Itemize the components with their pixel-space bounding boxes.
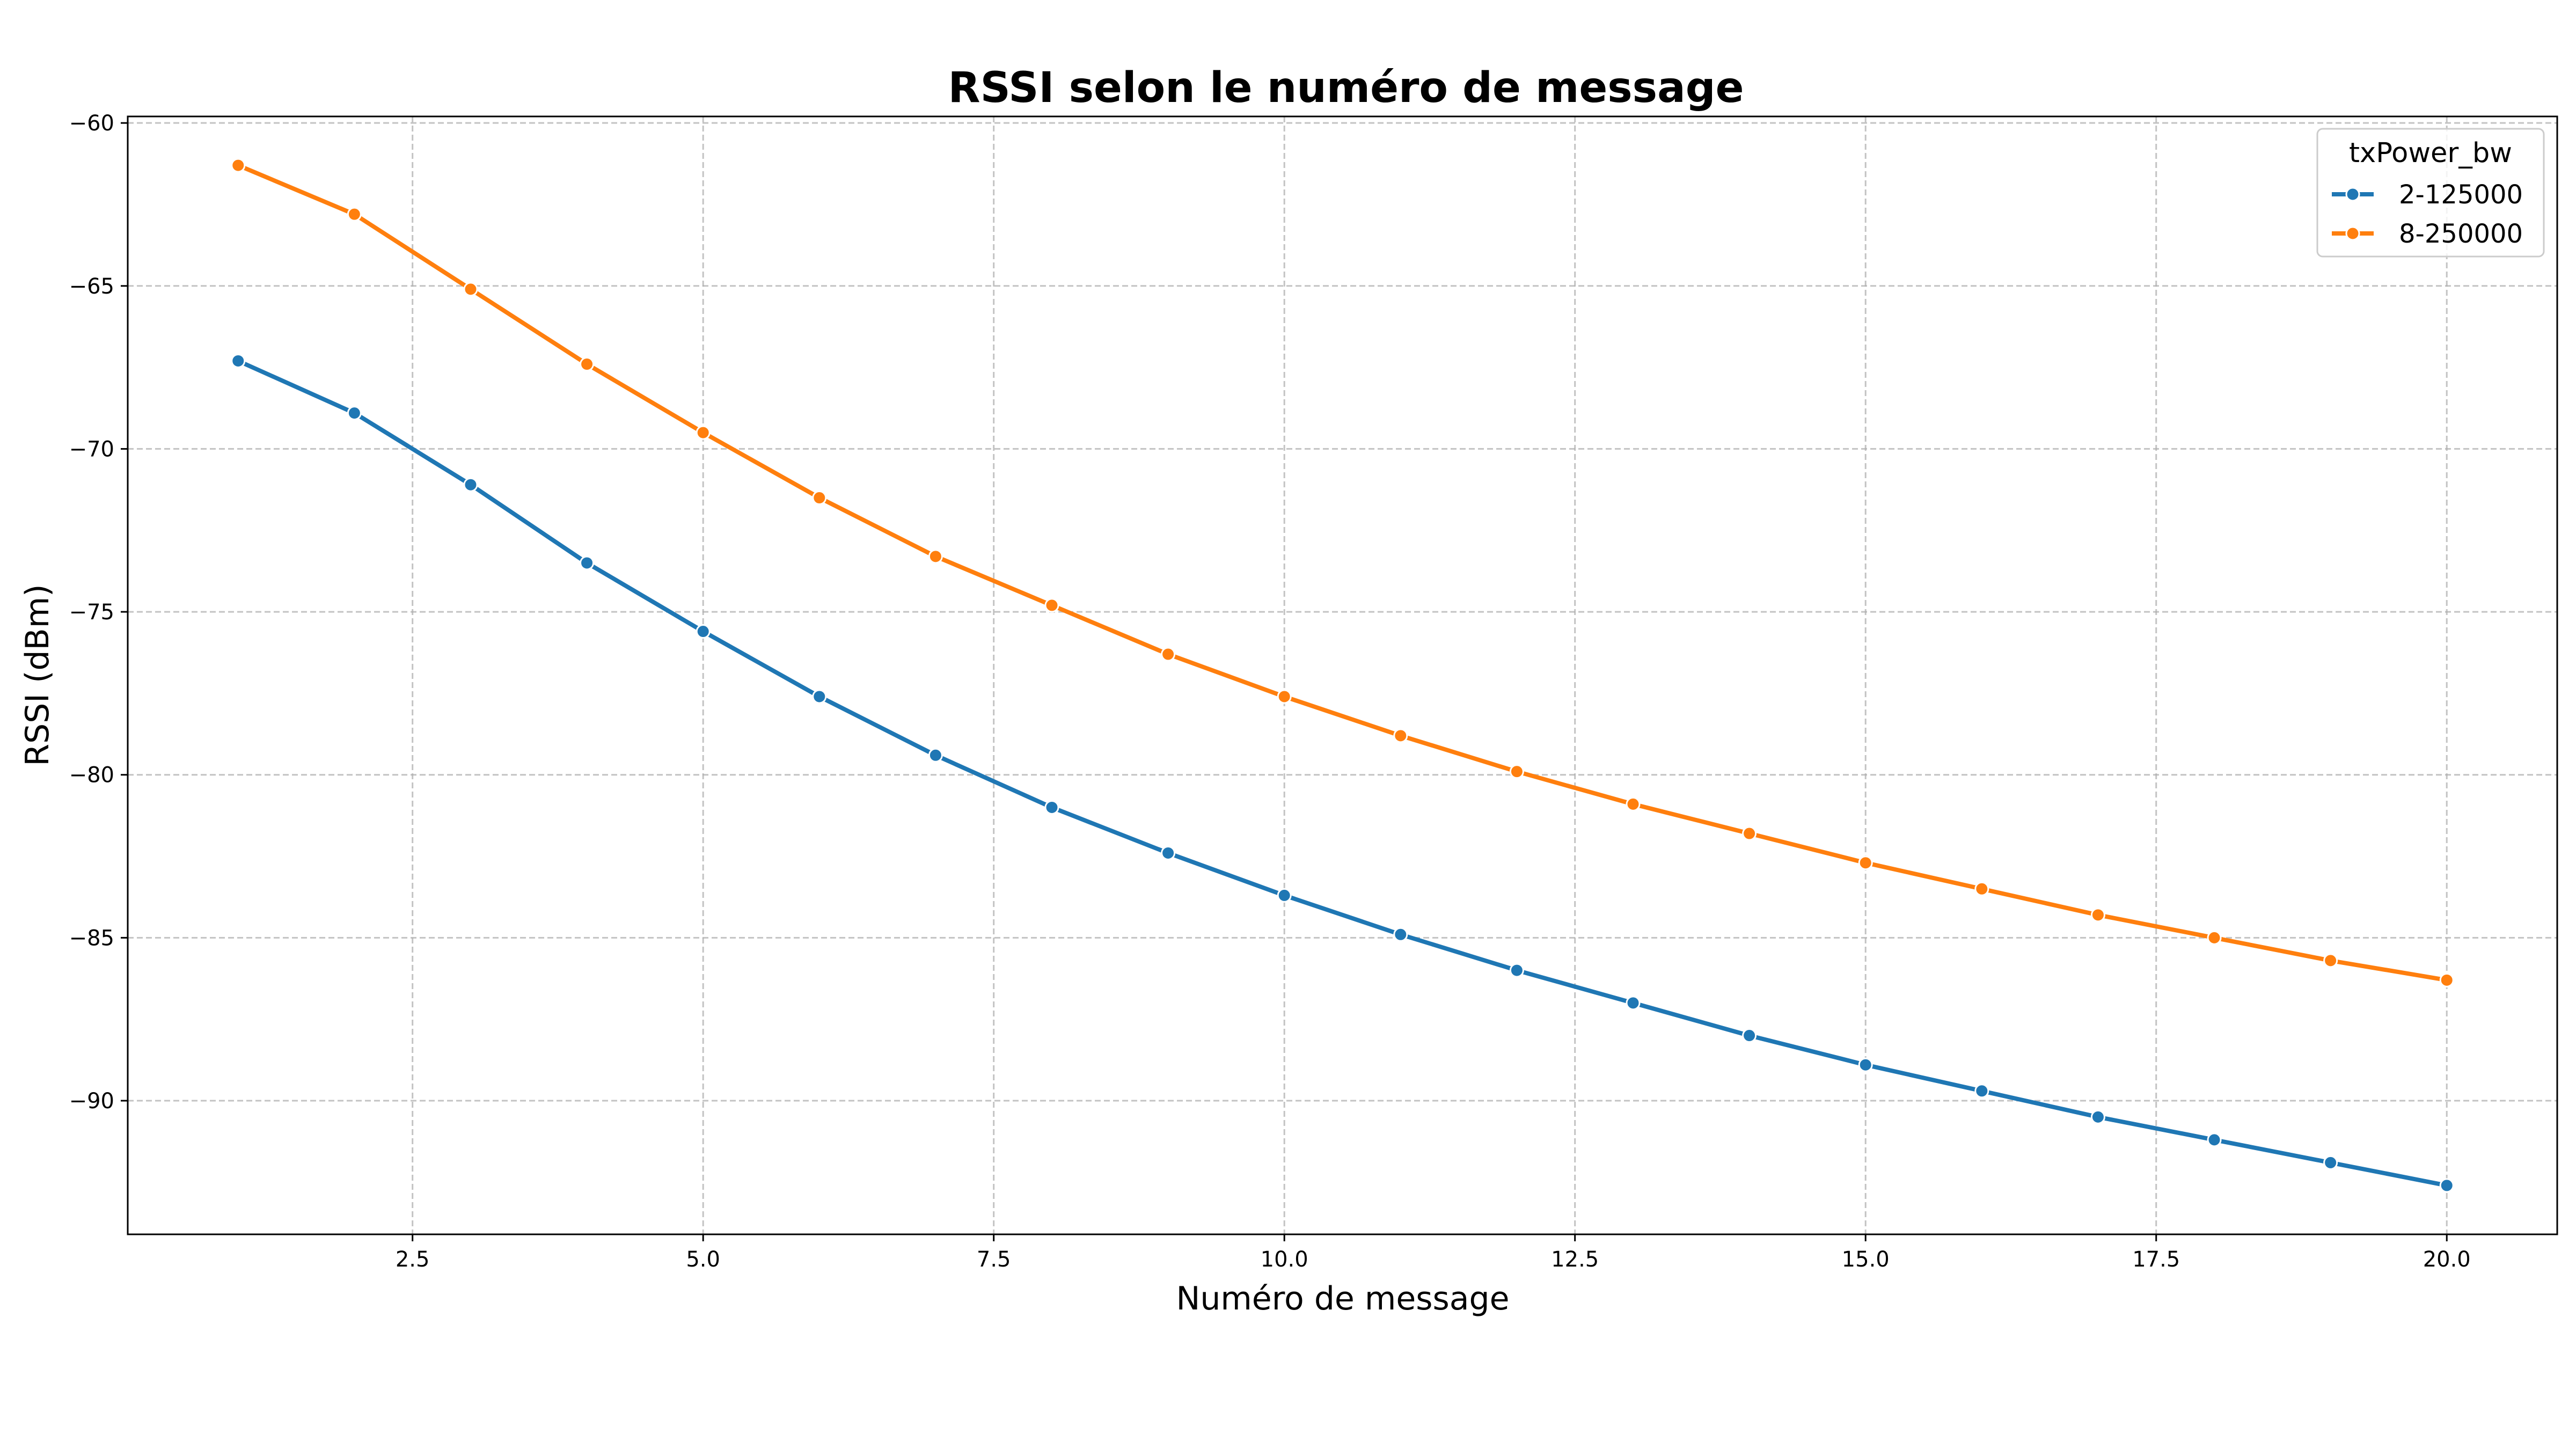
data-point (2439, 1178, 2454, 1193)
series-line (236, 358, 2449, 1188)
data-point (1161, 845, 1176, 860)
data-point (2323, 953, 2338, 968)
x-tick-label: 20.0 (2423, 1247, 2471, 1272)
data-point (812, 689, 827, 704)
data-point (2207, 1132, 2222, 1147)
y-tick-label: −90 (69, 1089, 114, 1114)
x-tick-label: 15.0 (1842, 1247, 1890, 1272)
legend-items: 2-125000 8-250000 (2332, 180, 2523, 249)
data-point (347, 207, 362, 222)
x-tick-label: 7.5 (977, 1247, 1011, 1272)
series-2-125000 (231, 353, 2454, 1193)
data-point (580, 555, 595, 570)
data-point (1626, 796, 1641, 811)
data-point (1277, 888, 1292, 903)
data-point (1742, 1028, 1757, 1043)
data-point (812, 491, 827, 506)
plot-area-frame (127, 115, 2558, 1235)
y-tick-label: −60 (69, 111, 114, 136)
data-point (1858, 855, 1873, 870)
x-tick-label: 12.5 (1551, 1247, 1599, 1272)
data-point (1858, 1057, 1873, 1072)
x-tick-label: 2.5 (396, 1247, 430, 1272)
data-point (1509, 963, 1524, 978)
legend-frame (2316, 128, 2545, 258)
data-point (1393, 927, 1408, 942)
y-tick-label: −80 (69, 763, 114, 788)
data-point (1277, 689, 1292, 704)
y-tick-label: −85 (69, 926, 114, 950)
data-point (231, 158, 246, 173)
legend-label: 2-125000 (2399, 180, 2523, 210)
data-point (2090, 1109, 2105, 1124)
data-point (2323, 1155, 2338, 1170)
data-point (1974, 881, 1989, 896)
legend-item: 8-250000 (2332, 219, 2523, 249)
data-point (696, 425, 711, 440)
legend-label: 8-250000 (2399, 219, 2523, 249)
data-point (463, 282, 478, 297)
data-point (928, 748, 943, 763)
legend-item: 2-125000 (2332, 180, 2523, 210)
y-tick-label: −70 (69, 437, 114, 462)
data-point (2090, 908, 2105, 923)
data-point (463, 477, 478, 492)
legend-swatch-marker (2345, 226, 2360, 241)
x-axis-label: Numéro de message (1176, 1280, 1509, 1318)
axis-ticks: 2.5 5.0 7.5 10.0 12.5 15.0 17.5 20.0 −60 −65 −70 −7… (69, 111, 2471, 1272)
data-point (2207, 930, 2222, 945)
data-point (2439, 972, 2454, 987)
y-tick-label: −75 (69, 600, 114, 625)
series-layer (231, 158, 2454, 1193)
data-point (347, 406, 362, 421)
chart-title: RSSI selon le numéro de message (948, 64, 1744, 112)
x-tick-label: 17.5 (2132, 1247, 2180, 1272)
grid (128, 116, 2557, 1234)
legend: txPower_bw 2-125000 8-250000 (2316, 128, 2545, 258)
series-8-250000 (231, 158, 2454, 987)
data-point (1742, 826, 1757, 841)
legend-title: txPower_bw (2349, 137, 2512, 169)
data-point (1044, 800, 1059, 815)
x-tick-label: 10.0 (1261, 1247, 1308, 1272)
data-point (1393, 728, 1408, 743)
data-point (696, 624, 711, 639)
x-tick-label: 5.0 (686, 1247, 720, 1272)
legend-swatch-marker (2345, 187, 2360, 202)
data-point (231, 353, 246, 368)
series-line (236, 163, 2449, 983)
data-point (1161, 647, 1176, 662)
data-point (1626, 996, 1641, 1011)
data-point (928, 549, 943, 564)
y-tick-label: −65 (69, 274, 114, 299)
data-point (1044, 598, 1059, 613)
data-point (1974, 1084, 1989, 1099)
y-axis-label: RSSI (dBm) (19, 584, 56, 766)
data-point (580, 357, 595, 372)
data-point (1509, 764, 1524, 779)
